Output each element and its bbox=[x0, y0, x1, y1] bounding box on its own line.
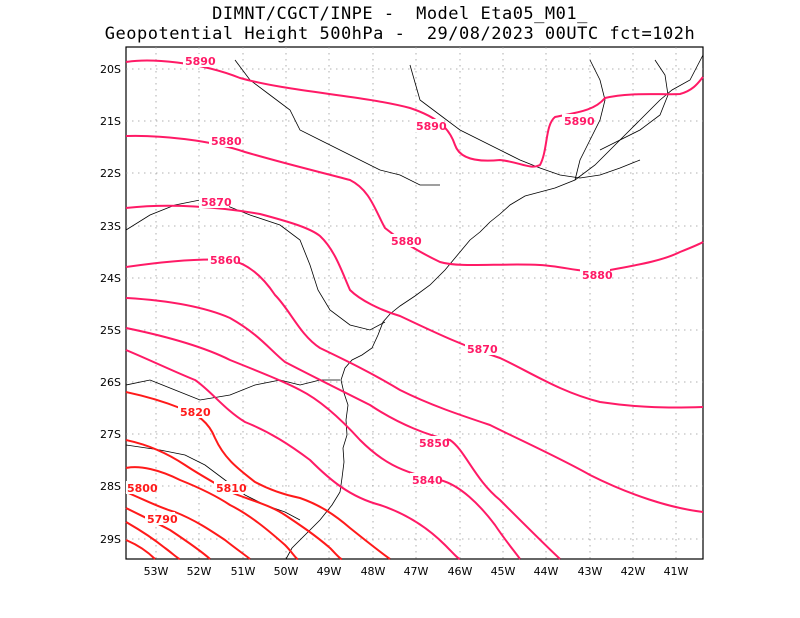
lon-tick-label: 46W bbox=[448, 565, 473, 578]
contour-label: 5840 bbox=[412, 474, 443, 487]
state-border-2 bbox=[125, 199, 386, 331]
lon-tick-label: 41W bbox=[664, 565, 689, 578]
lon-tick-label: 52W bbox=[187, 565, 212, 578]
latitude-axis: 20S 21S 22S 23S 24S 25S 26S 27S 28S 29S bbox=[100, 63, 121, 546]
contour-label: 5880 bbox=[582, 269, 613, 282]
contour-5780 bbox=[125, 507, 211, 560]
lat-tick-label: 25S bbox=[100, 324, 121, 337]
contour-5810 bbox=[125, 439, 343, 560]
lon-tick-label: 48W bbox=[361, 565, 386, 578]
lon-tick-label: 50W bbox=[274, 565, 299, 578]
contour-label: 5890 bbox=[185, 55, 216, 68]
contour-5770 bbox=[125, 521, 181, 560]
contour-label: 5790 bbox=[147, 513, 178, 526]
atlantic-coastline bbox=[285, 54, 704, 560]
state-border-7 bbox=[599, 59, 669, 151]
lat-tick-label: 20S bbox=[100, 63, 121, 76]
state-border-3 bbox=[125, 379, 340, 401]
state-border-6 bbox=[574, 59, 606, 181]
lat-tick-label: 28S bbox=[100, 480, 121, 493]
contour-5890-west bbox=[125, 59, 704, 168]
contour-label: 5800 bbox=[127, 482, 158, 495]
longitude-axis: 53W 52W 51W 50W 49W 48W 47W 46W 45W 44W … bbox=[144, 565, 689, 578]
coastline-and-borders bbox=[125, 54, 704, 560]
lat-tick-label: 24S bbox=[100, 272, 121, 285]
contour-label: 5850 bbox=[419, 437, 450, 450]
lat-tick-label: 22S bbox=[100, 167, 121, 180]
state-border-1 bbox=[234, 59, 440, 186]
contour-5880 bbox=[125, 134, 704, 274]
contour-5840 bbox=[125, 327, 521, 560]
lat-tick-label: 29S bbox=[100, 533, 121, 546]
contour-label: 5880 bbox=[391, 235, 422, 248]
contour-5830 bbox=[125, 349, 461, 560]
contour-5850 bbox=[125, 297, 561, 560]
contour-labels: 5890 5890 5890 5880 5880 5880 5870 5870 … bbox=[126, 54, 613, 526]
lat-tick-label: 26S bbox=[100, 376, 121, 389]
contour-5760 bbox=[125, 539, 156, 560]
contour-5800 bbox=[125, 466, 299, 560]
lon-tick-label: 51W bbox=[231, 565, 256, 578]
contour-label: 5820 bbox=[180, 406, 211, 419]
contour-label: 5810 bbox=[216, 482, 247, 495]
lon-tick-label: 47W bbox=[404, 565, 429, 578]
state-border-4 bbox=[125, 444, 301, 521]
lat-tick-label: 23S bbox=[100, 220, 121, 233]
state-border-5 bbox=[409, 64, 641, 179]
contour-label: 5890 bbox=[416, 120, 447, 133]
lat-tick-label: 21S bbox=[100, 115, 121, 128]
chart-title-line2: Geopotential Height 500hPa - 29/08/2023 … bbox=[104, 24, 696, 44]
map-frame bbox=[125, 46, 704, 560]
lon-tick-label: 53W bbox=[144, 565, 169, 578]
contour-label: 5870 bbox=[467, 343, 498, 356]
lon-tick-label: 44W bbox=[534, 565, 559, 578]
contour-label: 5860 bbox=[210, 254, 241, 267]
contour-label: 5880 bbox=[211, 135, 242, 148]
lon-tick-label: 42W bbox=[621, 565, 646, 578]
lon-tick-label: 43W bbox=[578, 565, 603, 578]
lat-tick-label: 27S bbox=[100, 428, 121, 441]
contour-5790 bbox=[125, 491, 251, 560]
contour-label: 5870 bbox=[201, 196, 232, 209]
contour-5870 bbox=[125, 204, 704, 409]
lon-tick-label: 49W bbox=[317, 565, 342, 578]
lon-tick-label: 45W bbox=[491, 565, 516, 578]
contour-5820 bbox=[125, 391, 391, 560]
chart-title-line1: DIMNT/CGCT/INPE - Model Eta05_M01_ bbox=[212, 4, 588, 24]
contour-label: 5890 bbox=[564, 115, 595, 128]
